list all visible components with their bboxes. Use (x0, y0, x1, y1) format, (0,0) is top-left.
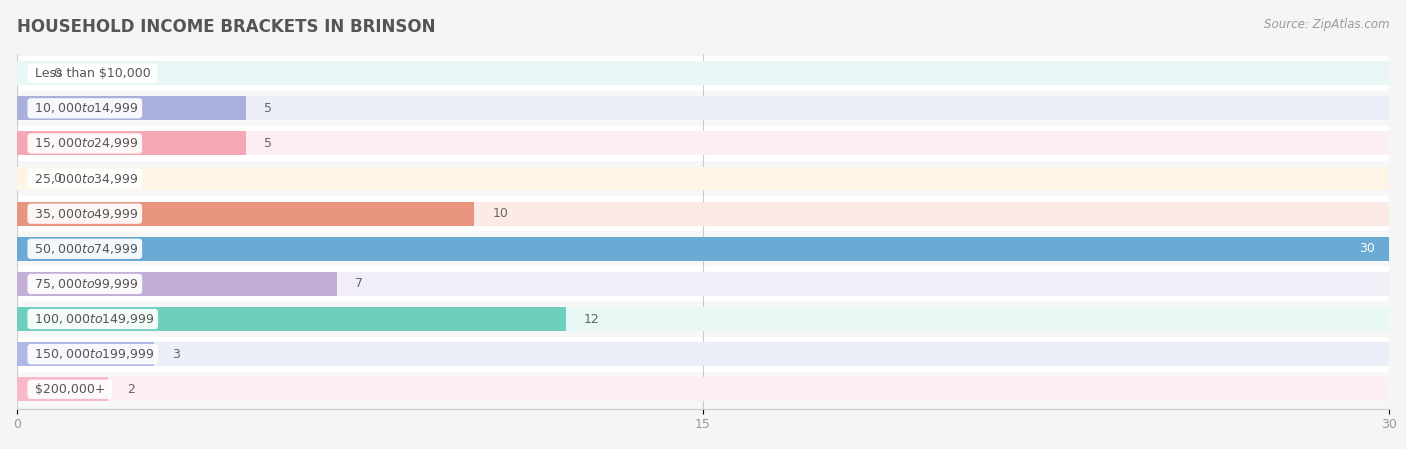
Bar (17, 337, 1389, 372)
Bar (17, 97, 1389, 120)
Text: $50,000 to $74,999: $50,000 to $74,999 (31, 242, 139, 256)
Bar (17, 342, 155, 366)
Text: $75,000 to $99,999: $75,000 to $99,999 (31, 277, 139, 291)
Text: 0: 0 (53, 67, 62, 79)
Bar (17, 202, 1389, 225)
Bar (17, 377, 108, 401)
Bar (17, 307, 565, 331)
Text: $150,000 to $199,999: $150,000 to $199,999 (31, 347, 155, 361)
Text: $25,000 to $34,999: $25,000 to $34,999 (31, 172, 139, 185)
Bar (17, 161, 1389, 196)
Text: $15,000 to $24,999: $15,000 to $24,999 (31, 136, 139, 150)
Bar (17, 132, 1389, 155)
Text: $10,000 to $14,999: $10,000 to $14,999 (31, 101, 139, 115)
Text: 10: 10 (492, 207, 509, 220)
Bar (17, 272, 1389, 296)
Bar (17, 196, 1389, 231)
Bar (17, 342, 1389, 366)
Text: 2: 2 (127, 383, 135, 396)
Text: 3: 3 (173, 348, 180, 361)
Bar (17, 97, 246, 120)
Text: HOUSEHOLD INCOME BRACKETS IN BRINSON: HOUSEHOLD INCOME BRACKETS IN BRINSON (17, 18, 436, 36)
Bar (17, 91, 1389, 126)
Bar (17, 237, 1389, 261)
Bar (17, 237, 1389, 261)
Bar (17, 61, 1389, 85)
Bar (17, 202, 474, 225)
Bar (17, 272, 337, 296)
Bar (17, 301, 1389, 337)
Bar (17, 377, 1389, 401)
Text: 7: 7 (356, 277, 363, 291)
Bar (17, 231, 1389, 266)
Bar (17, 126, 1389, 161)
Text: 0: 0 (53, 172, 62, 185)
Text: 12: 12 (583, 313, 600, 326)
Bar (17, 372, 1389, 407)
Text: $35,000 to $49,999: $35,000 to $49,999 (31, 207, 139, 220)
Text: Source: ZipAtlas.com: Source: ZipAtlas.com (1264, 18, 1389, 31)
Bar (17, 307, 1389, 331)
Text: 5: 5 (264, 102, 271, 115)
Bar (17, 167, 1389, 190)
Bar (17, 266, 1389, 301)
Bar (17, 56, 1389, 91)
Text: $100,000 to $149,999: $100,000 to $149,999 (31, 312, 155, 326)
Text: 5: 5 (264, 137, 271, 150)
Bar (17, 132, 246, 155)
Text: Less than $10,000: Less than $10,000 (31, 67, 155, 79)
Text: $200,000+: $200,000+ (31, 383, 110, 396)
Text: 30: 30 (1360, 242, 1375, 255)
